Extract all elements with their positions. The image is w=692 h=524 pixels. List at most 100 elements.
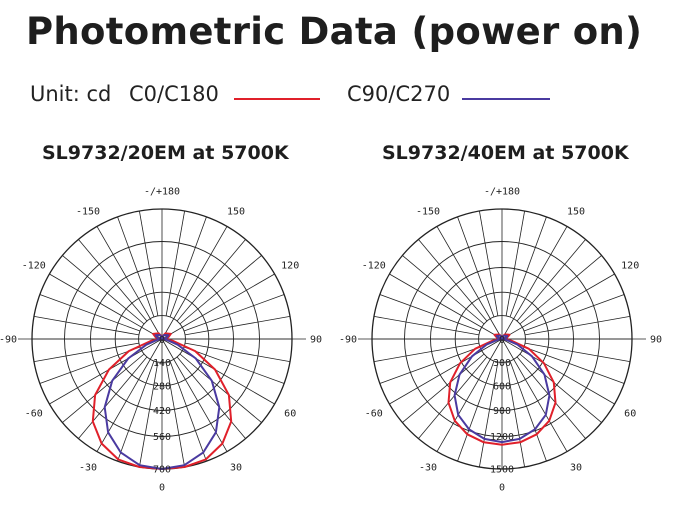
grid-spoke <box>62 255 145 325</box>
grid-spoke <box>139 361 159 468</box>
radial-tick-label: 1500 <box>490 465 514 476</box>
grid-spoke <box>49 273 163 340</box>
grid-spoke <box>161 338 275 405</box>
grid-spoke <box>501 273 615 340</box>
grid-spoke <box>139 210 159 317</box>
angle-label: 60 <box>284 409 296 420</box>
grid-spoke <box>479 210 499 317</box>
angle-label: -150 <box>76 206 100 217</box>
grid-spoke <box>78 356 148 439</box>
angle-label: -/+180 <box>484 187 520 198</box>
grid-spoke <box>457 360 495 462</box>
grid-spoke <box>418 356 488 439</box>
series-line-c90-c270 <box>453 334 551 444</box>
radial-tick-label: 900 <box>493 406 511 417</box>
page-title: Photometric Data (power on) <box>26 10 643 53</box>
grid-spoke <box>523 346 625 384</box>
legend-swatch-c0-c180 <box>234 98 320 100</box>
angle-label: 120 <box>621 261 639 272</box>
angle-label: -60 <box>365 409 383 420</box>
grid-spoke <box>165 361 185 468</box>
grid-spoke <box>184 316 291 336</box>
legend-label-c90-c270: C90/C270 <box>347 82 451 106</box>
chart-title-20em: SL9732/20EM at 5700K <box>42 142 289 164</box>
grid-spoke <box>436 226 503 340</box>
grid-spoke <box>373 316 480 336</box>
grid-spoke <box>501 338 615 405</box>
angle-label: -30 <box>419 463 437 474</box>
angle-label: 90 <box>650 335 662 346</box>
unit-label: Unit: cd <box>30 82 112 106</box>
radial-tick-label: 700 <box>153 465 171 476</box>
radial-tick-label: 0 <box>499 335 505 346</box>
angle-label: -120 <box>362 261 386 272</box>
grid-spoke <box>505 210 525 317</box>
grid-spoke <box>402 353 485 423</box>
grid-spoke <box>389 273 503 340</box>
grid-spoke <box>183 294 285 332</box>
grid-spoke <box>373 342 480 362</box>
angle-label: -60 <box>25 409 43 420</box>
grid-spoke <box>176 239 246 322</box>
grid-spoke <box>183 346 285 384</box>
grid-spoke <box>184 342 291 362</box>
grid-spoke <box>418 239 488 322</box>
angle-label: -30 <box>79 463 97 474</box>
angle-label: 30 <box>230 463 242 474</box>
grid-spoke <box>169 360 207 462</box>
angle-label: 90 <box>310 335 322 346</box>
grid-spoke <box>523 294 625 332</box>
grid-spoke <box>501 226 568 340</box>
grid-spoke <box>165 210 185 317</box>
grid-spoke <box>519 255 602 325</box>
grid-spoke <box>436 338 503 452</box>
grid-spoke <box>39 346 141 384</box>
grid-spoke <box>516 239 586 322</box>
grid-spoke <box>117 360 155 462</box>
grid-spoke <box>78 239 148 322</box>
radial-tick-label: 420 <box>153 406 171 417</box>
legend-label-c0-c180: C0/C180 <box>129 82 219 106</box>
grid-spoke <box>169 216 207 318</box>
grid-spoke <box>379 294 481 332</box>
angle-label: -90 <box>0 335 17 346</box>
grid-spoke <box>505 361 525 468</box>
radial-tick-label: 0 <box>159 335 165 346</box>
grid-spoke <box>39 294 141 332</box>
series-line-c90-c270 <box>103 334 221 470</box>
grid-spoke <box>501 338 568 452</box>
grid-spoke <box>179 353 262 423</box>
grid-spoke <box>379 346 481 384</box>
polar-grid <box>18 208 306 470</box>
grid-spoke <box>519 353 602 423</box>
radial-tick-label: 600 <box>493 381 511 392</box>
polar-chart-20em: 140 280 420 560 700 0 -/+180 -150 150 -120 120 -90 9… <box>0 187 322 494</box>
angle-label: 150 <box>227 206 245 217</box>
grid-spoke <box>96 226 163 340</box>
grid-spoke <box>49 338 163 405</box>
angle-label: 30 <box>570 463 582 474</box>
grid-spoke <box>117 216 155 318</box>
grid-spoke <box>524 342 631 362</box>
angle-label: -90 <box>340 335 357 346</box>
grid-spoke <box>524 316 631 336</box>
angle-label: 150 <box>567 206 585 217</box>
angle-label: -120 <box>22 261 46 272</box>
radial-tick-label: 300 <box>493 358 511 369</box>
grid-spoke <box>509 216 547 318</box>
chart-title-40em: SL9732/40EM at 5700K <box>382 142 629 164</box>
grid-spoke <box>389 338 503 405</box>
grid-spoke <box>457 216 495 318</box>
angle-label: 0 <box>499 483 505 494</box>
grid-spoke <box>179 255 262 325</box>
grid-spoke <box>509 360 547 462</box>
grid-spoke <box>402 255 485 325</box>
grid-spoke <box>33 316 140 336</box>
grid-spoke <box>161 273 275 340</box>
grid-spoke <box>479 361 499 468</box>
angle-label: 0 <box>159 483 165 494</box>
angle-label: -150 <box>416 206 440 217</box>
legend-swatch-c90-c270 <box>462 98 550 100</box>
radial-tick-label: 560 <box>153 432 171 443</box>
